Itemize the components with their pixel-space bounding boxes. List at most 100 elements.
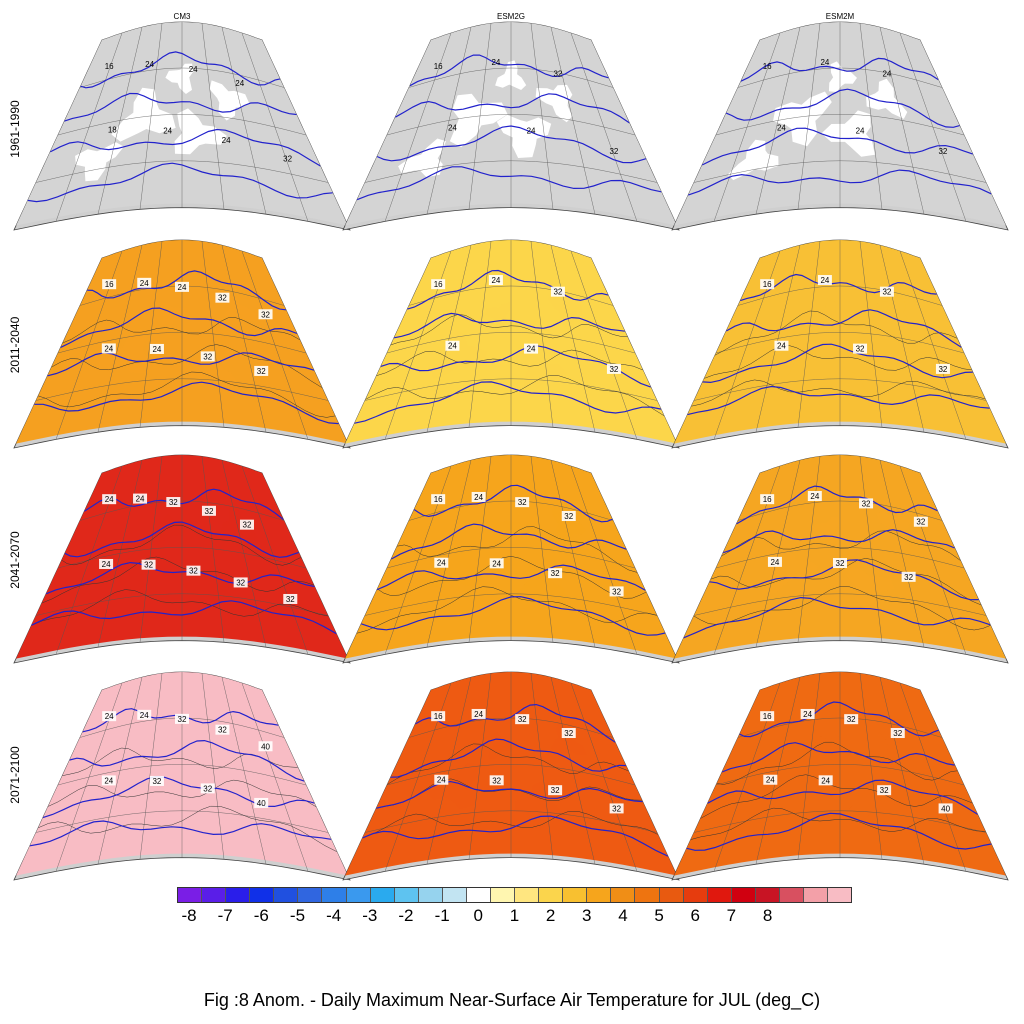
map-panel: 16 24 24 24 24 32 32 32 32: [13, 239, 351, 449]
contour-label: 32: [935, 363, 950, 374]
parallel: [715, 547, 965, 569]
svg-text:24: 24: [140, 711, 149, 720]
meridian: [426, 245, 472, 433]
isotherm: [64, 92, 297, 122]
svg-text:32: 32: [286, 595, 295, 604]
meridian: [426, 460, 472, 648]
contour-label: 32: [254, 365, 269, 376]
svg-text:24: 24: [152, 345, 161, 354]
isotherm: [725, 309, 962, 348]
isotherm: [376, 564, 646, 591]
isotherm: [376, 125, 647, 164]
svg-text:32: 32: [178, 715, 187, 724]
colorbar-tick-label: -3: [362, 906, 378, 925]
contour-label: 24: [527, 127, 536, 136]
anomaly-region: [185, 349, 238, 386]
colorbar-tick-label: 1: [509, 906, 520, 925]
colorbar-cell: [274, 888, 299, 902]
contour-label: 32: [515, 497, 530, 508]
map-panel: 16 24 24 24 32 32 32 40: [671, 671, 1009, 881]
svg-text:24: 24: [820, 276, 829, 285]
isotherm: [683, 596, 991, 639]
row-label-2071-2100: 2071-2100: [8, 746, 22, 804]
meridian: [201, 456, 225, 643]
svg-text:24: 24: [777, 342, 786, 351]
coastline: [716, 741, 958, 785]
svg-text:16: 16: [105, 280, 114, 289]
colorbar-labels: -8 -7 -6 -5 -4 -3 -2 -1 0 1 2 3 4 5 6 7 8: [177, 904, 852, 928]
anomaly-region: [551, 722, 587, 756]
isotherm: [60, 307, 298, 348]
meridian: [755, 677, 801, 865]
contour-label: 24: [818, 775, 833, 786]
anomaly-region: [159, 302, 186, 330]
parallel: [408, 285, 614, 306]
map-panel: 16 24 24 24 32 32: [342, 239, 680, 449]
isotherm: [31, 600, 337, 635]
parallel: [737, 67, 943, 88]
isotherm: [380, 345, 652, 388]
map-panel: 16 18 24 24 24 24 24 32: [13, 21, 351, 231]
contour-label: 32: [515, 714, 530, 725]
svg-text:24: 24: [105, 495, 114, 504]
svg-text:32: 32: [609, 147, 618, 156]
isotherm: [87, 270, 287, 311]
contour-label: 32: [149, 775, 164, 786]
svg-text:24: 24: [527, 345, 536, 354]
contour-label: 32: [233, 577, 248, 588]
coastline: [710, 558, 982, 606]
meridian: [97, 245, 143, 433]
meridian: [755, 27, 801, 215]
isotherm: [83, 488, 284, 520]
isotherm: [80, 51, 281, 89]
contour-label: 40: [938, 803, 953, 814]
land-region: [165, 63, 194, 94]
svg-text:16: 16: [434, 62, 443, 71]
figure-caption: Fig :8 Anom. - Daily Maximum Near-Surfac…: [203, 990, 821, 1010]
coastline: [693, 586, 991, 631]
contour-label: 32: [606, 363, 621, 374]
colorbar-cell: [370, 888, 395, 902]
parallel: [386, 114, 636, 136]
colorbar-cell: [731, 888, 756, 902]
colorbar-cell: [683, 888, 708, 902]
parallel: [693, 810, 987, 833]
meridian: [468, 673, 492, 860]
contour-label: 32: [141, 559, 156, 570]
svg-text:32: 32: [218, 726, 227, 735]
coastline: [41, 556, 314, 604]
isotherm: [354, 381, 662, 424]
meridian: [550, 27, 596, 215]
svg-text:32: 32: [862, 499, 871, 508]
map-panel: 16 24 24 32 32 32: [671, 239, 1009, 449]
contour-label: 24: [807, 490, 822, 501]
coastline: [62, 317, 301, 344]
colorbar-cell: [779, 888, 805, 902]
parallel: [715, 764, 965, 786]
contour-label: 24: [102, 494, 117, 505]
parallel: [57, 547, 307, 569]
svg-text:32: 32: [551, 786, 560, 795]
svg-text:16: 16: [763, 495, 772, 504]
coastline: [397, 526, 638, 573]
svg-text:24: 24: [235, 79, 244, 88]
coastline: [61, 524, 302, 566]
meridian: [859, 673, 883, 860]
land-region: [449, 93, 508, 148]
contour-label: 24: [222, 136, 231, 145]
map-panel: 24 24 24 32 32 32 32 32 32 32: [13, 454, 351, 664]
map-panel: 16 24 24 24 32 32 32 32: [342, 454, 680, 664]
meridian: [201, 673, 225, 860]
svg-text:16: 16: [434, 280, 443, 289]
svg-text:32: 32: [880, 786, 889, 795]
column-title-esm2g: ESM2G: [496, 12, 525, 21]
row-label-2011-2040: 2011-2040: [8, 316, 22, 374]
map-panel: 16 24 24 24 24 32: [671, 21, 1009, 231]
anomaly-region: [879, 724, 915, 761]
colorbar-cell: [707, 888, 732, 902]
svg-text:24: 24: [448, 342, 457, 351]
colorbar-tick-label: -8: [181, 906, 197, 925]
coastline: [31, 589, 329, 626]
meridian: [879, 460, 925, 648]
isotherm: [413, 484, 613, 523]
